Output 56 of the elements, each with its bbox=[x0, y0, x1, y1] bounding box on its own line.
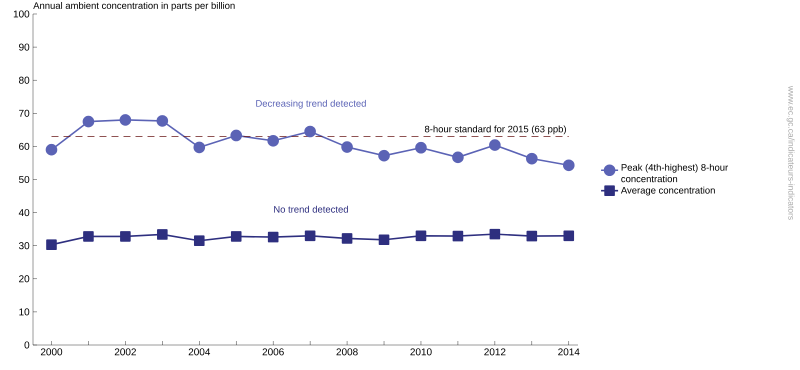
point bbox=[452, 230, 464, 242]
x-tick-label: 2010 bbox=[410, 348, 432, 356]
y-tick-label: 30 bbox=[18, 242, 30, 250]
point bbox=[304, 230, 316, 242]
point bbox=[490, 228, 500, 240]
point bbox=[157, 229, 168, 240]
point bbox=[230, 130, 242, 142]
y-tick-label: 80 bbox=[19, 76, 30, 84]
point bbox=[82, 116, 94, 128]
point bbox=[230, 231, 242, 242]
y-tick-label: 20 bbox=[19, 275, 30, 282]
x-tick-label: 2014 bbox=[558, 348, 580, 356]
y-tick-label: 40 bbox=[18, 209, 30, 216]
point bbox=[120, 114, 132, 126]
annotation: Decreasing trend detected bbox=[256, 100, 366, 109]
point bbox=[46, 239, 57, 250]
x-tick-label: 2006 bbox=[262, 348, 284, 356]
point bbox=[526, 230, 538, 242]
point bbox=[268, 232, 278, 242]
point bbox=[415, 142, 427, 154]
ref-line-label: 8-hour standard for 2015 (63 ppb) bbox=[424, 125, 566, 134]
point bbox=[120, 231, 131, 242]
point bbox=[267, 134, 279, 147]
point bbox=[83, 231, 94, 242]
annotation: No trend detected bbox=[274, 206, 348, 213]
point bbox=[489, 139, 501, 151]
text: www.ec.gc.ca/indicateurs-indicators bbox=[786, 86, 795, 220]
x-tick-label: 2012 bbox=[484, 348, 506, 356]
point bbox=[563, 230, 574, 242]
point bbox=[341, 141, 353, 153]
y-tick-label: 90 bbox=[19, 44, 30, 51]
y-tick-label: 50 bbox=[18, 176, 30, 184]
y-tick-label: 10 bbox=[19, 308, 30, 316]
point bbox=[46, 144, 58, 156]
point bbox=[342, 233, 352, 244]
point bbox=[416, 230, 426, 242]
point bbox=[156, 115, 168, 127]
y-tick-label: 100 bbox=[14, 10, 30, 18]
point bbox=[526, 152, 538, 164]
y-tick-label: 60 bbox=[19, 142, 30, 150]
legend-label: Average concentration bbox=[620, 186, 715, 196]
point bbox=[194, 235, 205, 246]
x-tick-label: 2002 bbox=[114, 348, 136, 356]
y-tick-label: 0 bbox=[24, 341, 30, 349]
point bbox=[378, 150, 390, 162]
y-axis-title: Annual ambient concentration in parts per billion bbox=[33, 2, 235, 11]
legend-label: Peak (4th-highest) 8-hour concentration bbox=[621, 164, 728, 182]
point bbox=[452, 152, 464, 164]
y-tick-label: 70 bbox=[19, 110, 30, 117]
x-tick-label: 2004 bbox=[188, 348, 210, 356]
point bbox=[378, 234, 390, 246]
point bbox=[193, 142, 206, 154]
point bbox=[562, 159, 575, 172]
x-tick-label: 2000 bbox=[40, 348, 62, 356]
x-tick-label: 2008 bbox=[336, 348, 358, 356]
point bbox=[304, 126, 316, 138]
